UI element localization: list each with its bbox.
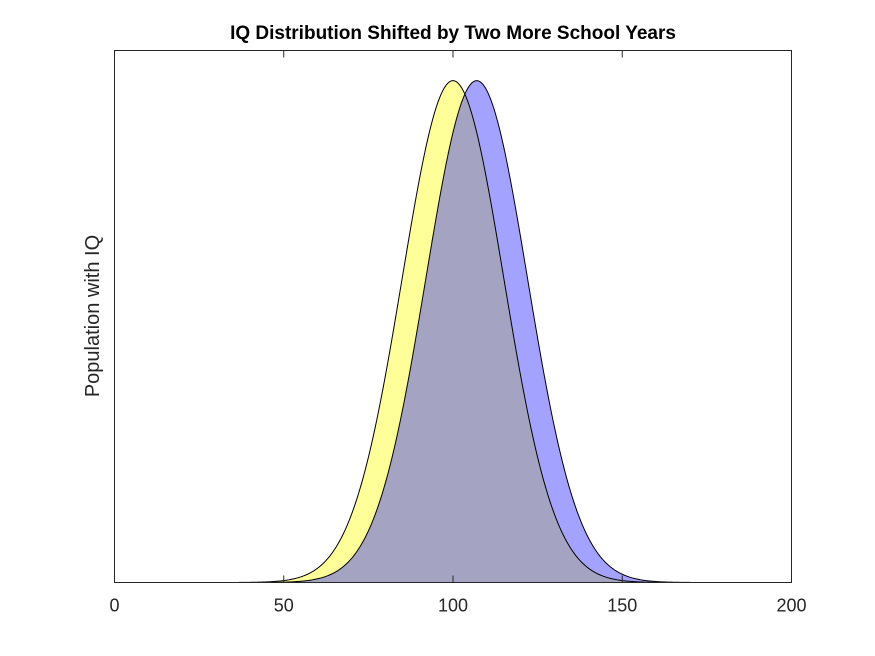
x-axis: 0 50 100 150 200 [109, 50, 807, 616]
chart-title: IQ Distribution Shifted by Two More Scho… [230, 23, 676, 44]
x-tick-label: 0 [109, 596, 119, 616]
y-axis-label: Population with IQ [82, 235, 104, 397]
x-tick-label: 50 [274, 596, 294, 616]
overlap-area [114, 94, 792, 583]
x-tick-label: 100 [438, 596, 468, 616]
x-tick-label: 150 [607, 596, 637, 616]
x-tick-label: 200 [776, 596, 806, 616]
